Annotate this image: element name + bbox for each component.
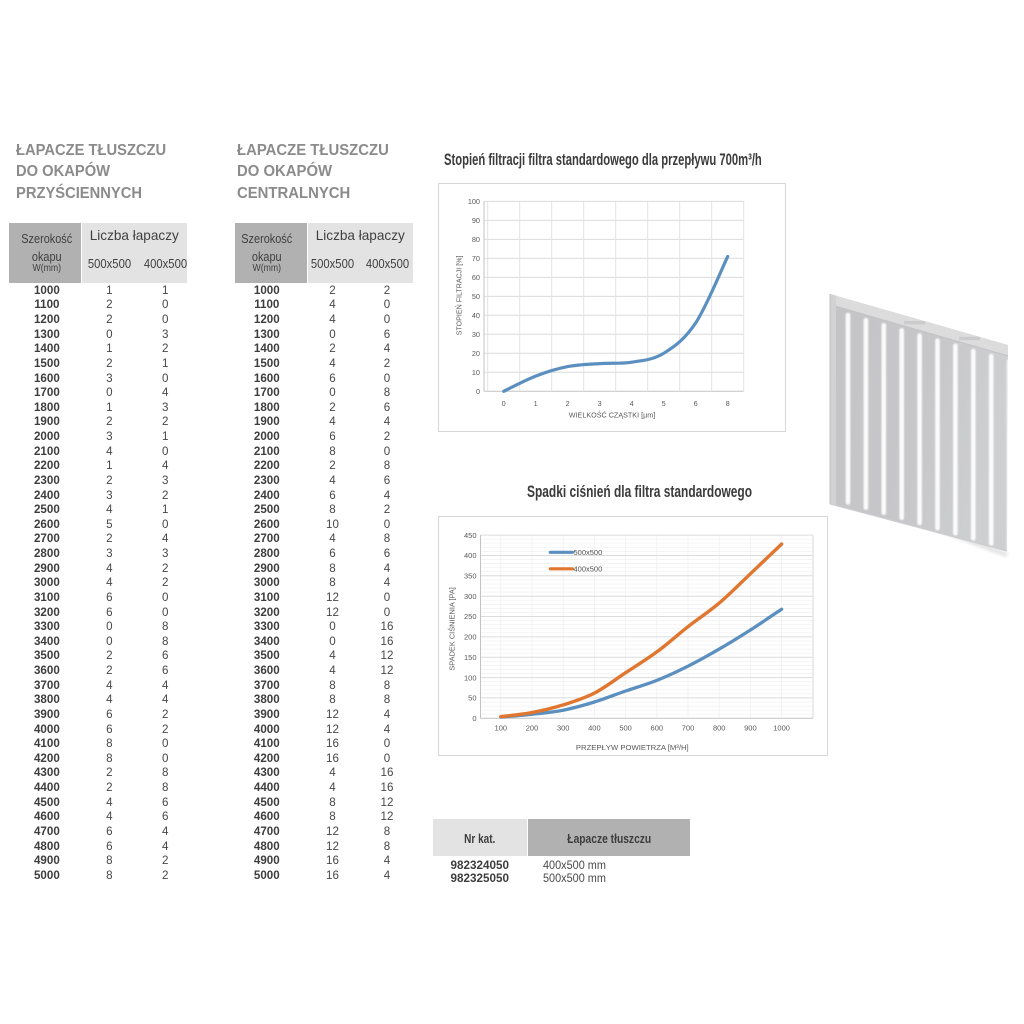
- svg-text:8: 8: [726, 399, 730, 408]
- svg-text:450: 450: [464, 531, 477, 540]
- svg-text:400x500: 400x500: [574, 565, 603, 574]
- svg-text:800: 800: [713, 724, 726, 733]
- svg-text:2: 2: [566, 399, 570, 408]
- svg-text:500: 500: [619, 724, 632, 733]
- svg-text:300: 300: [464, 592, 477, 601]
- svg-text:100: 100: [464, 673, 477, 682]
- svg-text:300: 300: [557, 724, 570, 733]
- svg-text:700: 700: [682, 724, 695, 733]
- svg-text:0: 0: [502, 399, 506, 408]
- svg-text:500x500: 500x500: [574, 548, 603, 557]
- svg-text:350: 350: [464, 572, 477, 581]
- svg-text:150: 150: [464, 653, 477, 662]
- svg-text:1000: 1000: [773, 724, 790, 733]
- svg-text:WIELKOŚĆ CZĄSTKI [µm]: WIELKOŚĆ CZĄSTKI [µm]: [569, 411, 655, 420]
- svg-text:70: 70: [472, 254, 480, 263]
- svg-text:90: 90: [472, 216, 480, 225]
- svg-text:50: 50: [468, 694, 476, 703]
- svg-text:0: 0: [472, 714, 476, 723]
- svg-text:20: 20: [472, 349, 480, 358]
- svg-text:400: 400: [588, 724, 601, 733]
- svg-text:30: 30: [472, 330, 480, 339]
- svg-text:60: 60: [472, 273, 480, 282]
- svg-text:400: 400: [464, 551, 477, 560]
- svg-text:3: 3: [598, 399, 602, 408]
- svg-text:1: 1: [534, 399, 538, 408]
- svg-text:80: 80: [472, 235, 480, 244]
- svg-text:STOPIEŃ FILTRACJI [%]: STOPIEŃ FILTRACJI [%]: [454, 256, 463, 336]
- svg-text:100: 100: [495, 724, 508, 733]
- svg-text:6: 6: [694, 399, 698, 408]
- svg-text:40: 40: [472, 311, 480, 320]
- svg-text:PRZEPŁYW POWIETRZA [M³/H]: PRZEPŁYW POWIETRZA [M³/H]: [576, 743, 689, 752]
- svg-text:250: 250: [464, 612, 477, 621]
- svg-text:5: 5: [662, 399, 666, 408]
- svg-text:600: 600: [651, 724, 664, 733]
- svg-text:100: 100: [468, 197, 480, 206]
- svg-text:SPADEK CIŚNIENIA [PA]: SPADEK CIŚNIENIA [PA]: [447, 587, 456, 671]
- svg-text:50: 50: [472, 292, 480, 301]
- svg-text:0: 0: [476, 387, 480, 396]
- svg-text:200: 200: [464, 633, 477, 642]
- svg-text:200: 200: [526, 724, 539, 733]
- svg-text:4: 4: [630, 399, 634, 408]
- svg-text:10: 10: [472, 368, 480, 377]
- svg-text:900: 900: [744, 724, 757, 733]
